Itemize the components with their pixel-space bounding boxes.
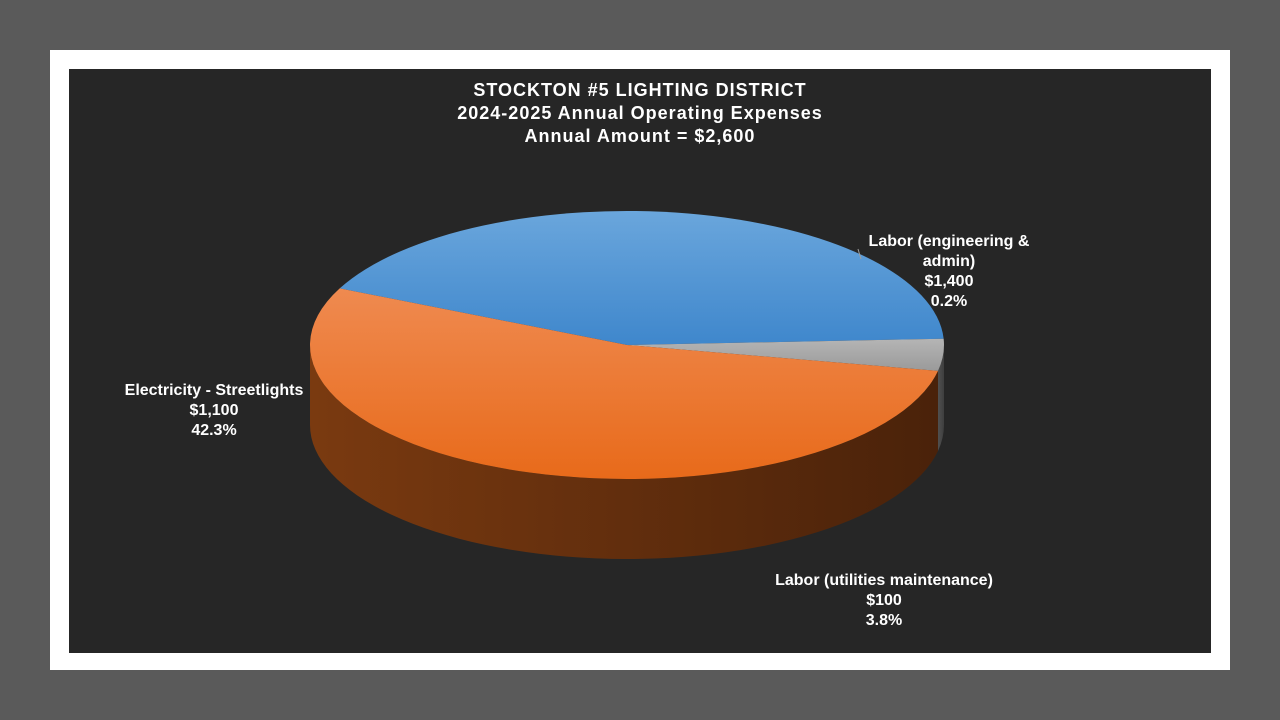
chart-subtitle-amount: Annual Amount = $2,600	[524, 126, 756, 146]
pie-chart: Electricity - Streetlights $1,100 42.3% Lab…	[125, 210, 1030, 629]
pie-side-engineering	[310, 345, 939, 559]
pie-side-utilities	[938, 345, 945, 451]
data-label-engineering: Labor (engineering & admin) $1,400 0.2%	[869, 233, 1030, 310]
chart-title: STOCKTON #5 LIGHTING DISTRICT	[473, 80, 807, 100]
slide-frame: STOCKTON #5 LIGHTING DISTRICT 2024-2025 …	[50, 50, 1230, 670]
chart-subtitle: 2024-2025 Annual Operating Expenses	[457, 103, 823, 123]
chart-panel: STOCKTON #5 LIGHTING DISTRICT 2024-2025 …	[69, 69, 1211, 653]
pie-slice-electricity	[339, 210, 944, 345]
data-label-utilities: Labor (utilities maintenance) $100 3.8%	[775, 572, 993, 629]
pie-slice-utilities	[627, 338, 944, 371]
pie-slice-engineering	[310, 288, 939, 479]
data-label-electricity: Electricity - Streetlights $1,100 42.3%	[125, 382, 304, 439]
chart-title-block: STOCKTON #5 LIGHTING DISTRICT 2024-2025 …	[69, 79, 1211, 148]
leader-line-engineering	[857, 248, 862, 260]
